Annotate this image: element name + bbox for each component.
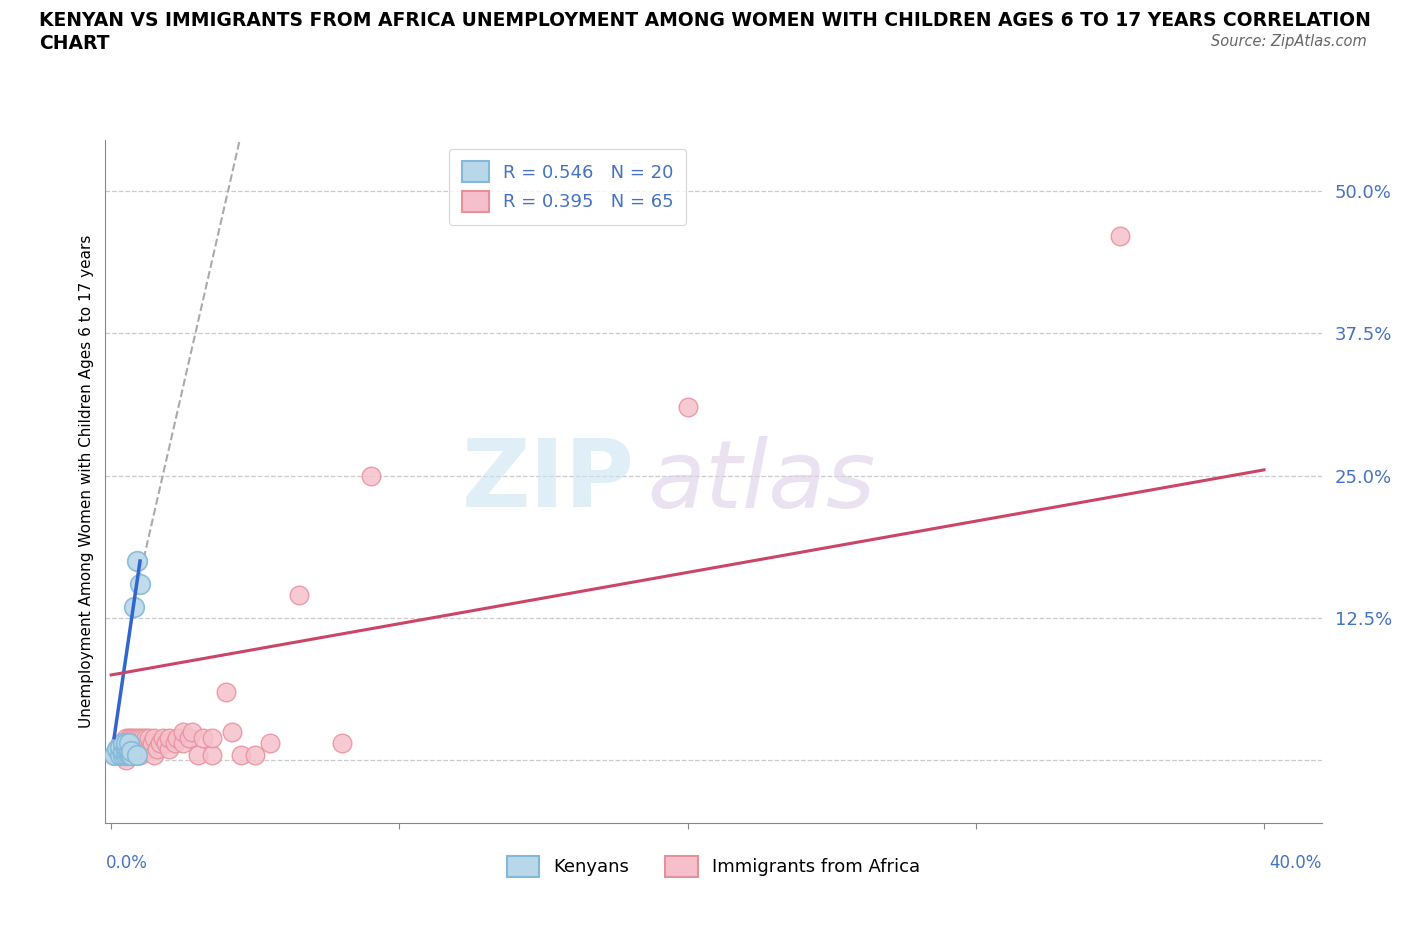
Point — [129, 748, 152, 763]
Point — [114, 748, 136, 763]
Point — [1109, 229, 1132, 244]
Text: 40.0%: 40.0% — [1270, 854, 1322, 871]
Point — [245, 748, 267, 763]
Point — [180, 724, 202, 739]
Point — [111, 741, 134, 756]
Point — [141, 736, 163, 751]
Point — [120, 748, 142, 763]
Point — [287, 588, 309, 603]
Point — [114, 748, 136, 763]
Point — [127, 730, 149, 745]
Point — [155, 736, 177, 751]
Text: atlas: atlas — [647, 436, 875, 526]
Point — [108, 741, 131, 756]
Point — [229, 748, 252, 763]
Point — [117, 744, 139, 759]
Point — [259, 736, 281, 751]
Point — [135, 741, 157, 756]
Point — [105, 741, 128, 756]
Point — [127, 748, 149, 763]
Point — [114, 730, 136, 745]
Text: Source: ZipAtlas.com: Source: ZipAtlas.com — [1211, 34, 1367, 49]
Point — [120, 730, 142, 745]
Point — [117, 730, 139, 745]
Text: KENYAN VS IMMIGRANTS FROM AFRICA UNEMPLOYMENT AMONG WOMEN WITH CHILDREN AGES 6 T: KENYAN VS IMMIGRANTS FROM AFRICA UNEMPLO… — [39, 11, 1371, 30]
Point — [114, 741, 136, 756]
Point — [120, 748, 142, 763]
Point — [111, 744, 134, 759]
Text: 0.0%: 0.0% — [105, 854, 148, 871]
Point — [117, 748, 139, 763]
Point — [187, 748, 209, 763]
Point — [215, 684, 238, 699]
Point — [114, 736, 136, 751]
Point — [221, 724, 243, 739]
Point — [177, 730, 200, 745]
Point — [138, 741, 160, 756]
Point — [193, 730, 215, 745]
Point — [132, 741, 155, 756]
Point — [122, 599, 145, 614]
Point — [111, 748, 134, 763]
Point — [143, 730, 166, 745]
Text: CHART: CHART — [39, 34, 110, 53]
Y-axis label: Unemployment Among Women with Children Ages 6 to 17 years: Unemployment Among Women with Children A… — [79, 234, 94, 728]
Point — [152, 730, 174, 745]
Point — [135, 730, 157, 745]
Point — [103, 748, 125, 763]
Point — [108, 736, 131, 751]
Point — [146, 741, 169, 756]
Point — [132, 730, 155, 745]
Point — [117, 736, 139, 751]
Point — [114, 739, 136, 754]
Point — [149, 736, 172, 751]
Point — [172, 736, 194, 751]
Point — [117, 748, 139, 763]
Point — [129, 741, 152, 756]
Point — [127, 553, 149, 568]
Point — [120, 744, 142, 759]
Point — [122, 748, 145, 763]
Point — [127, 739, 149, 754]
Point — [108, 748, 131, 763]
Point — [103, 748, 125, 763]
Point — [114, 744, 136, 759]
Point — [105, 748, 128, 763]
Point — [360, 468, 382, 483]
Point — [117, 741, 139, 756]
Point — [114, 753, 136, 768]
Text: ZIP: ZIP — [461, 435, 634, 527]
Point — [201, 748, 224, 763]
Point — [111, 748, 134, 763]
Point — [108, 748, 131, 763]
Point — [111, 736, 134, 751]
Point — [120, 741, 142, 756]
Point — [143, 748, 166, 763]
Point — [122, 730, 145, 745]
Point — [117, 736, 139, 751]
Point — [129, 577, 152, 591]
Point — [111, 736, 134, 751]
Point — [330, 736, 353, 751]
Point — [201, 730, 224, 745]
Point — [127, 748, 149, 763]
Point — [129, 730, 152, 745]
Point — [157, 730, 180, 745]
Point — [163, 736, 186, 751]
Point — [157, 741, 180, 756]
Point — [105, 741, 128, 756]
Point — [138, 730, 160, 745]
Point — [108, 739, 131, 754]
Point — [166, 730, 188, 745]
Point — [122, 741, 145, 756]
Point — [120, 736, 142, 751]
Point — [172, 724, 194, 739]
Legend: Kenyans, Immigrants from Africa: Kenyans, Immigrants from Africa — [494, 844, 934, 889]
Point — [676, 400, 699, 415]
